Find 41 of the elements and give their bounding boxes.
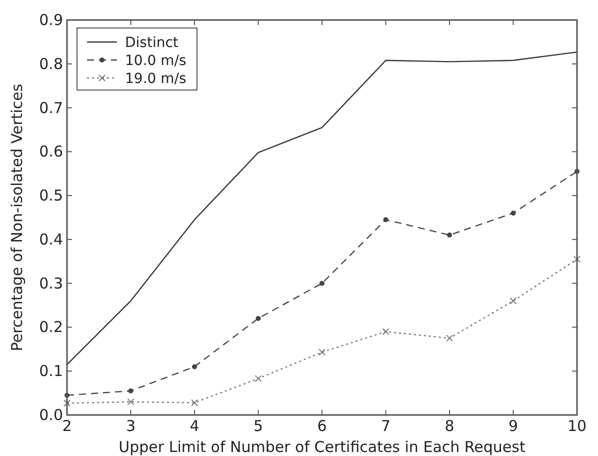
point (510, 297, 517, 304)
x-tick-label: 9 (508, 417, 518, 435)
y-tick-label: 0.4 (39, 230, 63, 248)
y-tick-label: 0.0 (39, 406, 63, 424)
x-tick-label: 2 (62, 417, 72, 435)
point (254, 375, 262, 382)
x-tick-label: 4 (190, 417, 200, 435)
point (127, 398, 134, 406)
point (191, 399, 198, 406)
legend-label: 10.0 m/s (125, 53, 186, 69)
x-tick-label: 7 (380, 417, 391, 435)
point (192, 364, 197, 370)
x-tick-label: 10 (567, 417, 587, 435)
point (446, 334, 453, 342)
x-tick-label: 6 (317, 417, 327, 435)
point (382, 328, 390, 336)
legend-label: 19.0 m/s (125, 71, 186, 87)
point (510, 210, 516, 216)
point (447, 232, 452, 238)
y-tick-label: 0.6 (39, 142, 63, 161)
y-tick-label: 0.8 (39, 54, 63, 73)
x-axis-title: Upper Limit of Number of Certificates in Each Request (118, 438, 526, 456)
y-tick-label: 0.7 (39, 98, 63, 117)
x-tick-label: 5 (253, 417, 264, 435)
y-tick-label: 0.5 (39, 186, 63, 205)
y-tick-label: 0.1 (39, 362, 63, 380)
point (64, 400, 70, 407)
point (574, 256, 580, 263)
point (383, 217, 388, 222)
y-tick-label: 0.9 (39, 11, 63, 29)
point (318, 348, 326, 356)
legend-label: Distinct (125, 35, 179, 51)
line-series (66, 51, 578, 366)
y-tick-label: 0.3 (39, 274, 63, 292)
x-tick-label: 8 (444, 417, 454, 435)
point (320, 280, 324, 286)
point (128, 388, 134, 394)
y-axis-title: Percentage of Non-isolated Vertices (8, 84, 26, 352)
x-tick-label: 3 (126, 417, 136, 435)
y-tick-label: 0.2 (39, 318, 63, 336)
point (256, 316, 261, 321)
